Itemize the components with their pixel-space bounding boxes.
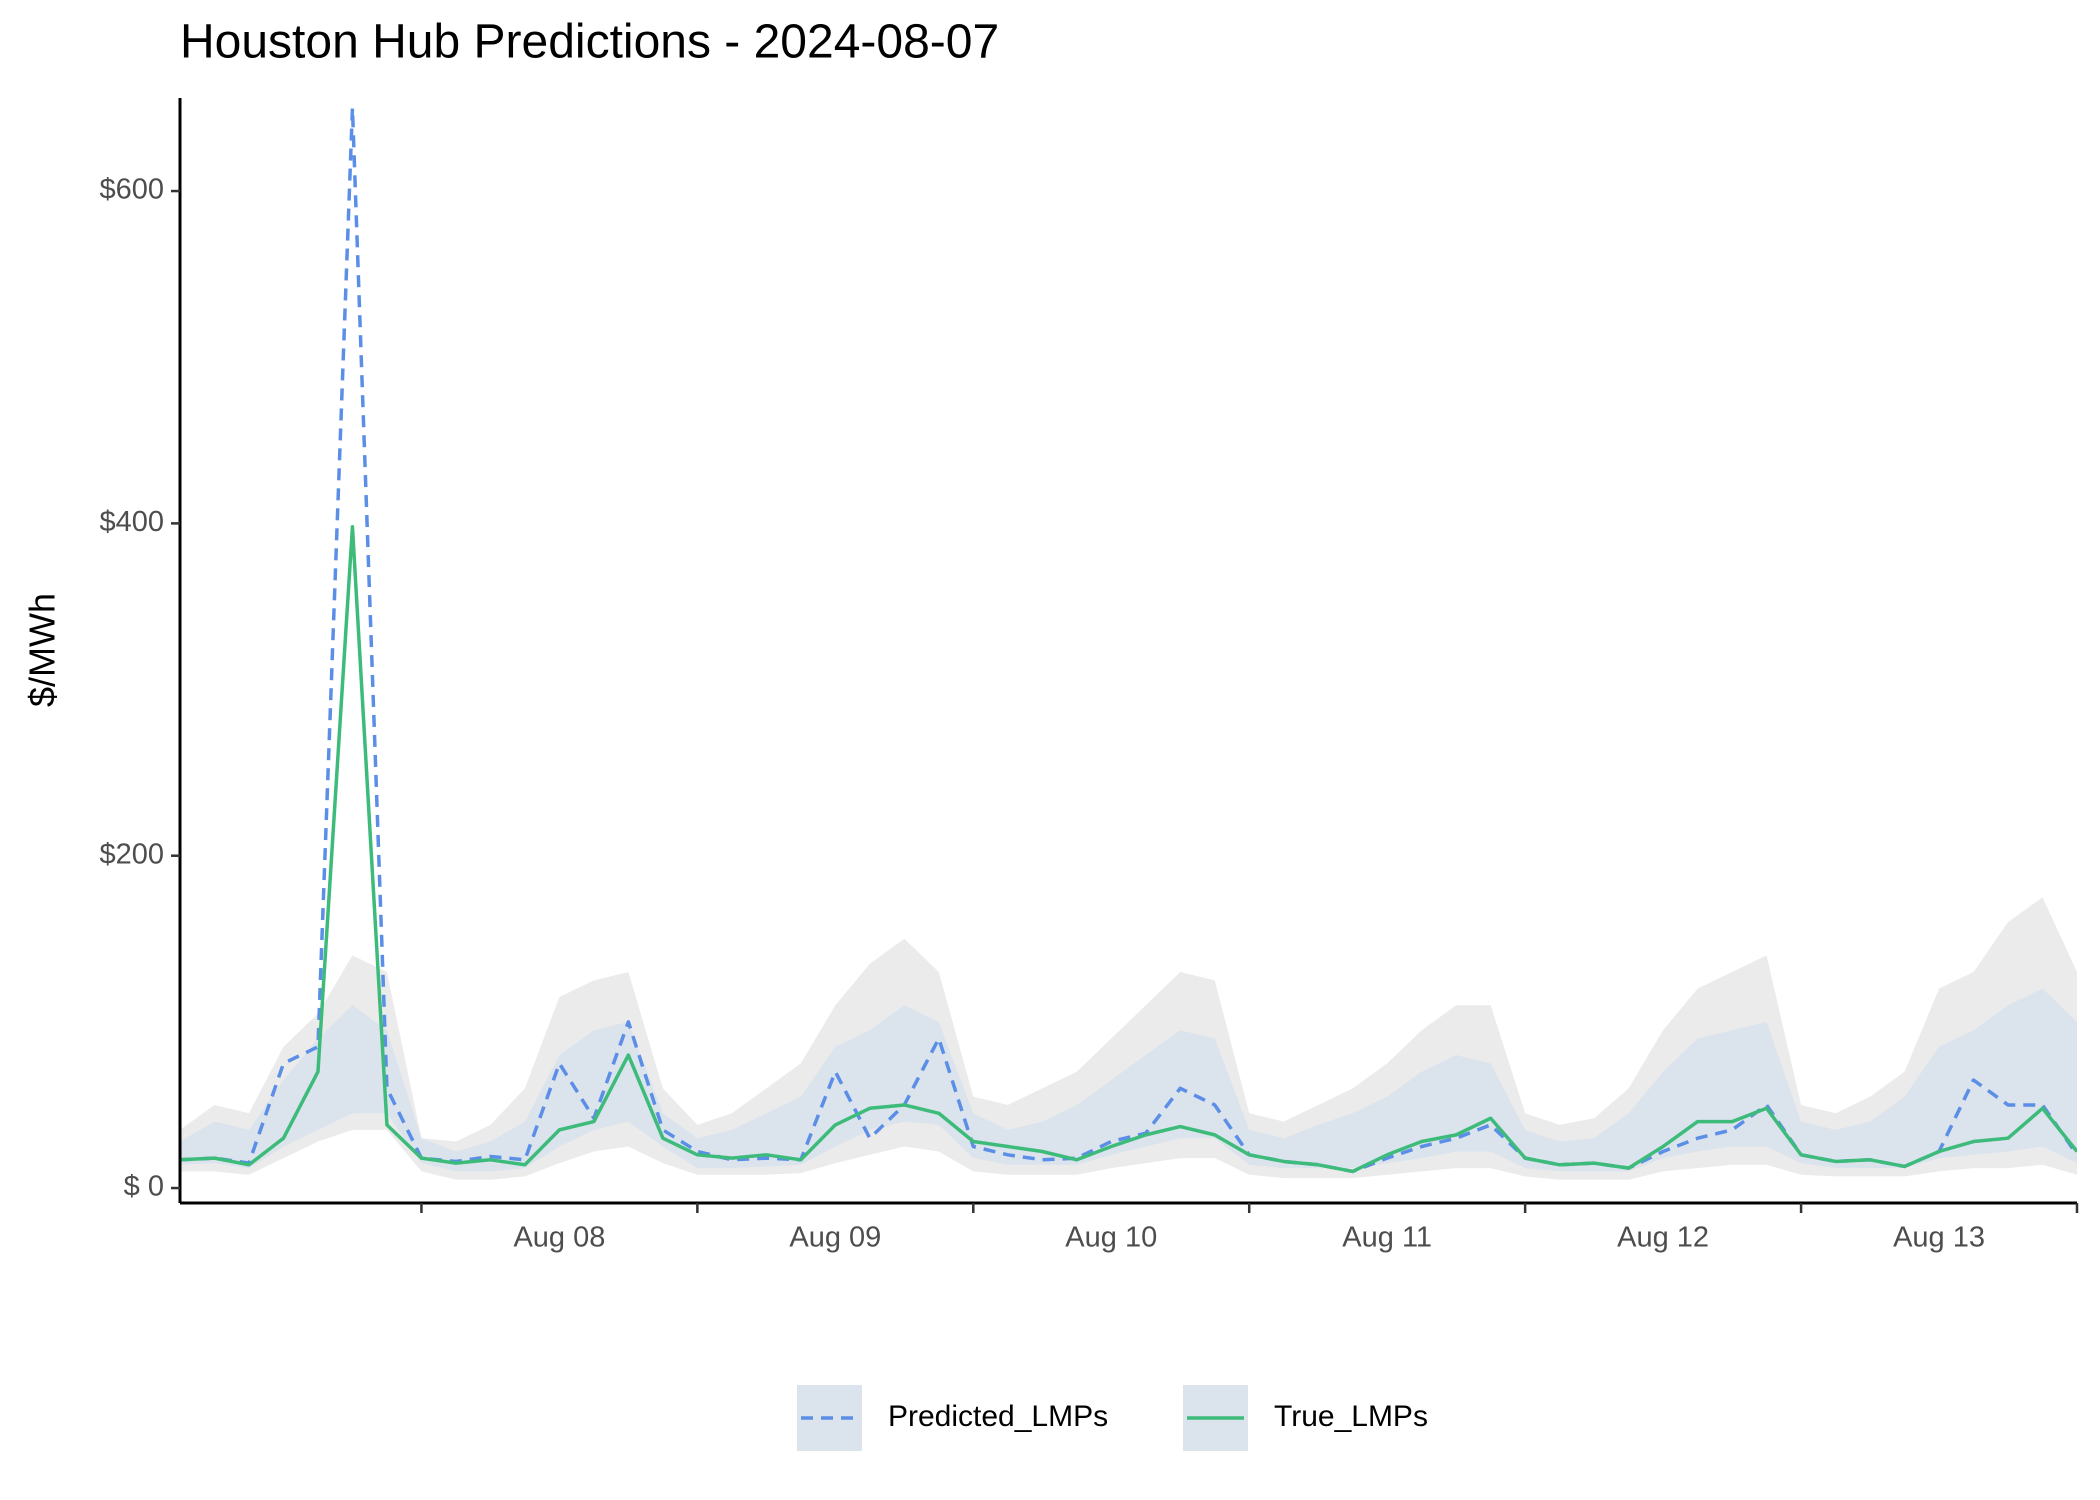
- line-series: [180, 106, 2077, 1174]
- y-tick-label: $200: [99, 838, 164, 870]
- x-tick-label: Aug 12: [1617, 1222, 1709, 1254]
- x-tick-label: Aug 11: [1342, 1222, 1432, 1254]
- y-axis-title: $/MWh: [22, 593, 63, 707]
- y-tick-label: $ 0: [124, 1171, 164, 1203]
- y-tick-label: $600: [99, 174, 164, 206]
- legend-label: Predicted_LMPs: [888, 1400, 1108, 1433]
- x-tick-label: Aug 09: [789, 1222, 881, 1254]
- x-tick-label: Aug 08: [513, 1222, 605, 1254]
- y-tick-label: $400: [99, 506, 164, 538]
- x-tick-label: Aug 13: [1893, 1222, 1985, 1254]
- line-series: [180, 524, 2077, 1174]
- legend-label: True_LMPs: [1274, 1400, 1428, 1433]
- x-tick-label: Aug 10: [1065, 1222, 1157, 1254]
- chart-title: Houston Hub Predictions - 2024-08-07: [180, 16, 999, 69]
- prediction-band: [180, 988, 2077, 1172]
- plot-area: [180, 106, 2077, 1180]
